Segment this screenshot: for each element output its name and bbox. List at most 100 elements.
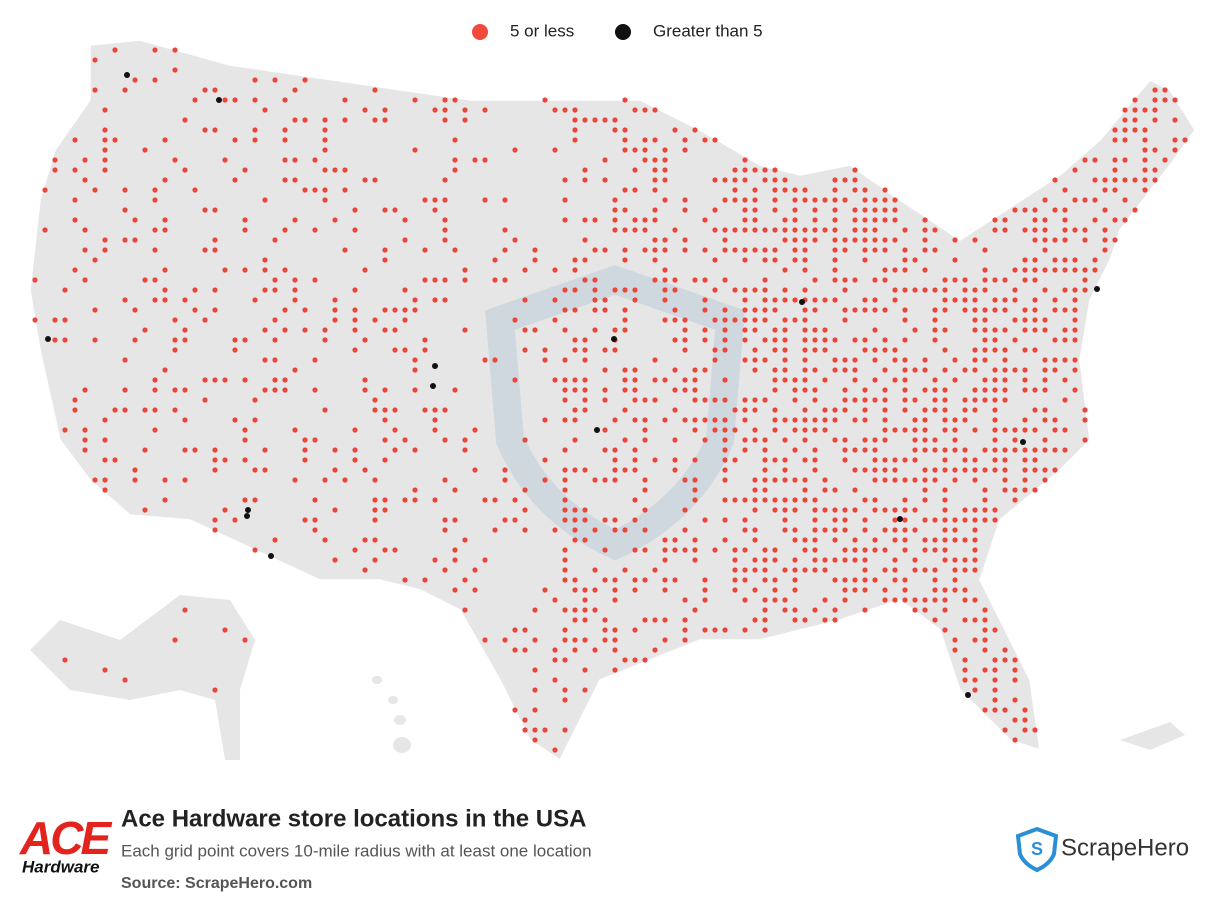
location-dot [312,227,318,233]
location-dot [862,247,868,253]
location-dot [692,277,698,283]
location-dot [1072,337,1078,343]
location-dot [652,357,658,363]
location-dot [712,417,718,423]
location-dot [802,487,808,493]
location-dot [152,247,158,253]
location-dot [1042,387,1048,393]
location-dot [642,487,648,493]
location-dot [1032,387,1038,393]
location-dot [1152,167,1158,173]
location-dot [152,227,158,233]
location-dot [872,577,878,583]
location-dot [792,447,798,453]
location-dot [172,67,178,73]
location-dot [942,417,948,423]
location-dot [522,727,528,733]
location-dot [972,507,978,513]
location-dot [862,607,868,613]
location-dot [642,217,648,223]
location-dot [1012,267,1018,273]
location-dot [562,477,568,483]
location-dot [1052,357,1058,363]
location-dot [162,477,168,483]
location-dot [902,287,908,293]
location-dot [952,587,958,593]
location-dot [752,477,758,483]
location-dot [442,437,448,443]
location-dot [242,337,248,343]
location-dot [782,237,788,243]
location-dot [862,517,868,523]
location-dot [572,337,578,343]
location-dot [932,387,938,393]
location-dot [982,347,988,353]
location-dot [752,187,758,193]
location-dot [472,427,478,433]
location-dot [782,527,788,533]
location-dot [822,417,828,423]
location-dot [212,527,218,533]
location-dot [442,277,448,283]
location-dot [772,197,778,203]
location-dot [642,657,648,663]
location-dot [132,337,138,343]
location-dot [992,667,998,673]
location-dot [782,457,788,463]
location-dot [802,347,808,353]
location-dot [652,567,658,573]
location-dot [872,327,878,333]
location-dot [802,307,808,313]
location-dot [612,117,618,123]
location-dot [1052,297,1058,303]
location-dot [942,627,948,633]
location-dot [1072,327,1078,333]
location-dot [732,227,738,233]
location-dot [1132,207,1138,213]
location-dot [772,587,778,593]
location-dot [722,517,728,523]
location-dot [962,657,968,663]
location-dot [762,597,768,603]
location-dot [822,617,828,623]
location-dot [882,367,888,373]
location-dot [1032,217,1038,223]
location-dot [172,157,178,163]
location-dot [822,377,828,383]
location-dot [932,477,938,483]
location-dot [942,297,948,303]
location-dot [242,377,248,383]
location-dot [662,537,668,543]
legend-swatch [472,24,488,40]
location-dot [242,457,248,463]
location-dot [592,527,598,533]
location-dot [562,517,568,523]
location-dot [622,407,628,413]
location-dot [842,367,848,373]
location-dot [302,327,308,333]
location-dot [752,207,758,213]
location-dot [752,487,758,493]
location-dot [222,157,228,163]
location-dot [762,627,768,633]
location-dot [932,227,938,233]
location-dot [802,237,808,243]
location-dot [552,677,558,683]
location-dot [692,557,698,563]
location-dot [802,227,808,233]
location-dot [422,577,428,583]
location-dot [142,147,148,153]
location-dot [292,177,298,183]
location-dot [202,87,208,93]
location-dot [282,137,288,143]
location-dot [862,437,868,443]
location-dot [412,357,418,363]
location-dot [562,467,568,473]
location-dot [582,217,588,223]
location-dot [782,437,788,443]
location-dot [1032,407,1038,413]
location-dot [832,247,838,253]
location-dot [632,297,638,303]
location-dot [722,227,728,233]
location-dot [352,207,358,213]
